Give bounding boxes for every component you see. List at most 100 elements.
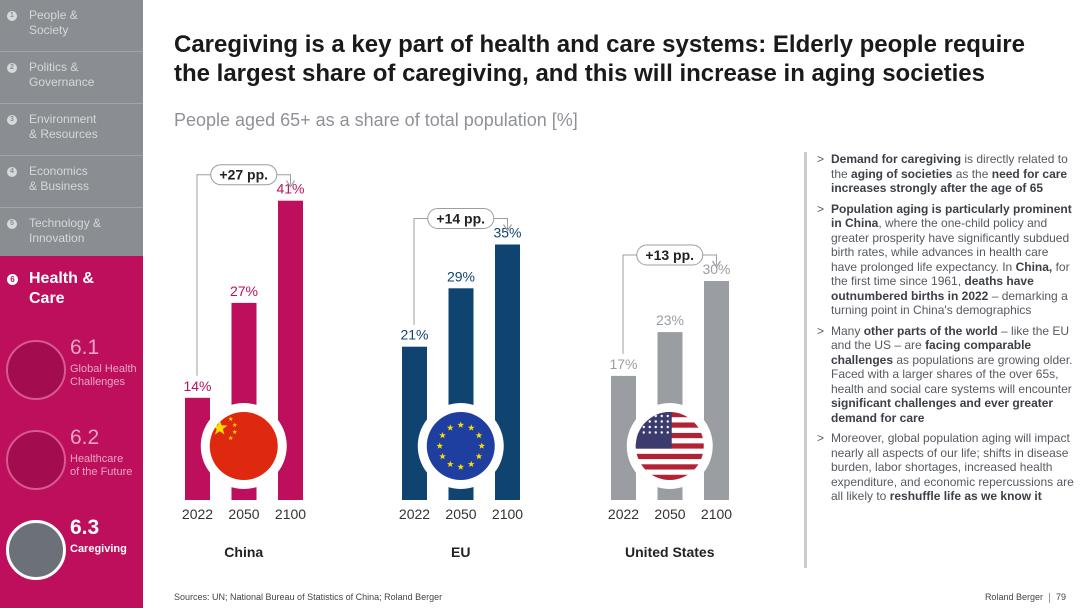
global-health-thumbnail-icon: [6, 340, 66, 400]
change-pill-label: +14 pp.: [436, 211, 485, 227]
change-pill: [427, 208, 495, 229]
page-footer: Roland Berger 79: [985, 592, 1066, 603]
page-number: 79: [1055, 592, 1066, 602]
bullet-arrow-icon: >: [817, 431, 825, 445]
sidebar-item-label: & Resources: [29, 126, 98, 141]
bullet-arrow-icon: >: [817, 201, 825, 216]
bullet-text: need for care increases strongly after t…: [831, 166, 1068, 196]
sidebar-item-economics-business[interactable]: 4 Economics & Business: [0, 156, 143, 208]
sidebar-item-label: Economics: [29, 164, 88, 178]
bracket-arrow-icon: [286, 180, 295, 188]
subsection-6-1[interactable]: 6.1 Global Health Challenges: [0, 334, 143, 422]
subsection-label: Global Health: [70, 363, 137, 375]
brand-name: Roland Berger: [984, 592, 1043, 602]
country-name-label: China: [224, 544, 263, 560]
nav-number-badge: 2: [7, 63, 17, 73]
subsection-number: 6.2: [70, 426, 100, 449]
sidebar-item-label: Innovation: [29, 230, 85, 245]
bar-value-label: 21%: [400, 327, 428, 343]
bullet-text: Moreover, global population aging will i…: [831, 431, 1074, 503]
china-flag-icon: [209, 412, 278, 480]
page-title: Caregiving is a key part of health and c…: [174, 31, 1025, 87]
sidebar-item-label: Governance: [29, 74, 95, 89]
bullet-text: – like the EU and the US – are: [831, 323, 1070, 353]
sidebar-item-label: Society: [29, 22, 69, 37]
commentary-bullet: > Moreover, global population aging will …: [817, 431, 1076, 504]
bar-value-label: 14%: [183, 378, 211, 394]
bar-value-label: 17%: [609, 356, 637, 372]
bullet-text: – demarking a turning point in China's d…: [831, 288, 1068, 318]
sidebar-item-label: Technology &: [29, 216, 102, 230]
country-name-label: United States: [625, 544, 715, 560]
bar-value-label: 29%: [447, 268, 475, 284]
bullet-text: is directly related to the: [831, 152, 1068, 181]
bullet-text: facing comparable challenges: [831, 338, 1032, 367]
us-flag-icon: [635, 412, 704, 480]
category-tick-label: 2050: [445, 506, 476, 522]
subsection-label: Caregiving: [70, 543, 127, 555]
change-pill: [636, 244, 704, 266]
bar-charts: 14% 2022 27% 2050 41% 2100 +27 pp. China 21% 2022…: [182, 164, 732, 560]
sidebar-active-section: 6 Health & Care 6.1 Global Health Challen…: [0, 256, 143, 608]
bullet-text: significant challenges and ever greater …: [831, 396, 1054, 425]
sidebar: 1 People & Society 2 Politics & Governance…: [0, 0, 143, 608]
chart-group-china: 14% 2022 27% 2050 41% 2100 +27 pp. China: [182, 164, 306, 560]
chart-group-eu: 21% 2022 29% 2050 35% 2100 +14 pp. EU: [399, 208, 523, 560]
category-tick-label: 2022: [182, 506, 213, 522]
subsection-label: Healthcare: [70, 453, 124, 465]
bullet-text: deaths have outnumbered births in 2022: [831, 274, 1034, 303]
bullet-text: Many: [831, 323, 864, 338]
bar-value-label: 27%: [230, 283, 258, 299]
bar-value-label: 30%: [702, 261, 730, 277]
category-tick-label: 2100: [275, 506, 306, 522]
bar-value-label: 41%: [276, 181, 304, 197]
sidebar-item-label: Care: [29, 290, 65, 307]
bar-value-label: 23%: [656, 312, 684, 328]
subsection-label: Challenges: [70, 376, 126, 388]
change-pill-label: +13 pp.: [645, 247, 694, 263]
commentary-panel: > Demand for caregiving is directly relat…: [804, 152, 1076, 568]
eu-flag-icon: [426, 412, 495, 480]
bracket-arrow-icon: [712, 260, 721, 269]
sidebar-item-politics-governance[interactable]: 2 Politics & Governance: [0, 52, 143, 104]
healthcare-future-thumbnail-icon: [6, 430, 66, 490]
sidebar-item-label: People &: [29, 8, 78, 22]
subsection-label: of the Future: [70, 466, 133, 478]
subsection-number: 6.3: [70, 516, 100, 539]
category-tick-label: 2050: [654, 506, 685, 522]
bar-eu-2022: [402, 346, 427, 500]
sources-note: Sources: UN; National Bureau of Statisti…: [174, 592, 443, 602]
sidebar-item-label: Health &: [29, 270, 94, 287]
bullet-text: reshuffle life as we know it: [889, 489, 1042, 503]
change-pill-label: +27 pp.: [219, 167, 268, 183]
bullet-text: as populations are growing older. Faced …: [831, 352, 1073, 396]
subsection-number: 6.1: [70, 336, 100, 359]
nav-number-badge: 5: [7, 219, 17, 229]
bullet-text: , where the one-child policy and greater…: [831, 216, 1070, 274]
bullet-text: aging of societies: [851, 166, 953, 181]
bullet-text: Demand for caregiving: [831, 152, 962, 166]
sidebar-item-people-society[interactable]: 1 People & Society: [0, 0, 143, 52]
nav-number-badge: 3: [7, 115, 17, 125]
category-tick-label: 2100: [492, 506, 523, 522]
category-tick-label: 2100: [701, 506, 732, 522]
category-tick-label: 2022: [399, 506, 430, 522]
commentary-bullet: > Many other parts of the world – like th…: [817, 324, 1076, 426]
sidebar-item-label: & Business: [29, 178, 90, 193]
chart-group-us: 17% 2022 23% 2050 30% 2100 +13 pp. United State…: [608, 244, 732, 560]
bar-us-2100: [704, 281, 729, 500]
category-tick-label: 2022: [608, 506, 639, 522]
nav-number-badge: 6: [7, 274, 18, 285]
bullet-arrow-icon: >: [817, 323, 825, 338]
sidebar-item-health-care[interactable]: 6 Health & Care: [7, 269, 94, 309]
subsection-6-2[interactable]: 6.2 Healthcare of the Future: [0, 424, 143, 512]
nav-number-badge: 1: [7, 11, 17, 21]
bullet-text: as the: [952, 166, 992, 181]
sidebar-item-environment-resources[interactable]: 3 Environment & Resources: [0, 104, 143, 156]
bullet-arrow-icon: >: [817, 152, 825, 166]
country-name-label: EU: [451, 544, 470, 560]
sidebar-item-label: Politics &: [29, 60, 79, 74]
subsection-6-3[interactable]: 6.3 Caregiving: [0, 514, 143, 602]
nav-number-badge: 4: [7, 167, 17, 177]
commentary-bullet: > Demand for caregiving is directly relat…: [817, 152, 1076, 196]
